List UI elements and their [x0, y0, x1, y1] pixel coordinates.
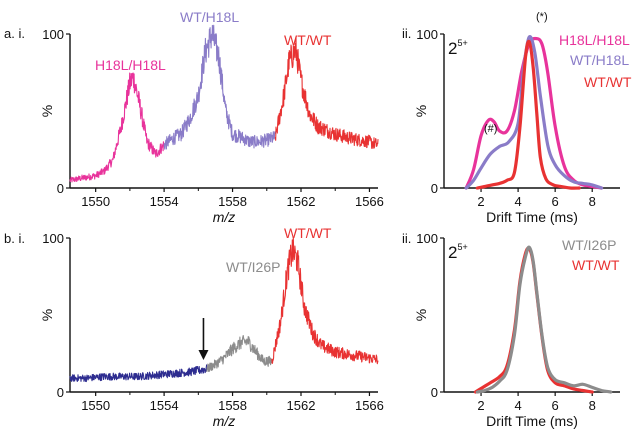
panel-b-i: b. i. 0 100% 1550 1554 1558 1562 1566 m/z WT/I26P… [4, 225, 384, 429]
y-tick-label: 0 [431, 181, 438, 196]
x-tick-label: 4 [514, 194, 521, 209]
series-label: WT/H18L [570, 52, 629, 68]
panel-label: ii. [402, 231, 411, 246]
x-axis-label: m/z [213, 413, 236, 429]
x-tick-label: 1554 [150, 194, 179, 209]
series-label: WT/WT [284, 32, 332, 48]
x-axis-label: Drift Time (ms) [486, 209, 578, 225]
peak-annotation: (#) [484, 123, 497, 135]
charge-base: 2 [448, 39, 457, 58]
x-tick-label: 1562 [287, 194, 316, 209]
y-tick-label: 0 [57, 181, 64, 196]
series-label: WT/H18L [180, 9, 239, 25]
x-tick-label: 6 [552, 194, 559, 209]
series-line-1 [206, 334, 273, 373]
x-tick-label: 1550 [81, 398, 110, 413]
series-line-0 [69, 72, 165, 183]
x-tick-label: 1562 [287, 398, 316, 413]
y-axis-label: % [413, 309, 429, 321]
x-axis-label: Drift Time (ms) [486, 413, 578, 429]
series-line-1 [475, 245, 613, 394]
series-line-0 [69, 364, 208, 383]
charge-superscript: 5+ [457, 242, 467, 252]
peak-annotation: (*) [536, 11, 548, 23]
x-tick-label: 6 [552, 398, 559, 413]
y-axis-label: % [39, 105, 55, 117]
panel-label: b. i. [4, 231, 25, 246]
x-tick-label: 1566 [355, 194, 384, 209]
x-tick-label: 1566 [355, 398, 384, 413]
panel-label: a. i. [4, 26, 25, 41]
panel-a-ii: ii. 0 100% 2 4 6 8 Drift Time (ms) H18L/H18L WT/H… [402, 11, 632, 225]
series-label: WT/I26P [562, 237, 616, 253]
y-tick-label: 100 [416, 231, 438, 246]
series-label: WT/WT [584, 74, 632, 90]
series-label: WT/WT [284, 225, 332, 241]
series-line-2 [475, 39, 581, 190]
series-label: H18L/H18L [95, 57, 166, 73]
series-line-2 [271, 236, 379, 365]
y-tick-label: 100 [42, 27, 64, 42]
panel-a-i: a. i. 0 100% 1550 1554 1558 1562 1566 m/z H18L/H1… [4, 9, 384, 225]
y-tick-label: 100 [416, 27, 438, 42]
x-tick-label: 1558 [218, 398, 247, 413]
y-tick-label: 0 [431, 385, 438, 400]
charge-state-label: 25+ [448, 38, 468, 58]
y-tick-label: 100 [42, 231, 64, 246]
series-line-1 [163, 24, 276, 150]
series-label: H18L/H18L [559, 32, 630, 48]
charge-state-label: 25+ [448, 242, 468, 262]
arrow-down-icon [198, 350, 209, 360]
series-line-1 [464, 35, 604, 190]
charge-base: 2 [448, 243, 457, 262]
y-axis-label: % [413, 105, 429, 117]
x-tick-label: 4 [514, 398, 521, 413]
x-tick-label: 1558 [218, 194, 247, 209]
y-tick-label: 0 [57, 385, 64, 400]
x-tick-label: 2 [477, 398, 484, 413]
x-axis-label: m/z [213, 209, 236, 225]
x-tick-label: 8 [589, 194, 596, 209]
series-line-2 [274, 36, 379, 149]
x-tick-label: 8 [589, 398, 596, 413]
panel-b-ii: ii. 0 100% 2 4 6 8 Drift Time (ms) WT/I26P WT/WT 2… [402, 231, 620, 429]
panel-label: ii. [402, 26, 411, 41]
x-tick-label: 1554 [150, 398, 179, 413]
charge-superscript: 5+ [457, 38, 467, 48]
y-axis-label: % [39, 309, 55, 321]
series-label: WT/I26P [226, 259, 280, 275]
x-tick-label: 2 [477, 194, 484, 209]
x-tick-label: 1550 [81, 194, 110, 209]
series-label: WT/WT [572, 257, 620, 273]
